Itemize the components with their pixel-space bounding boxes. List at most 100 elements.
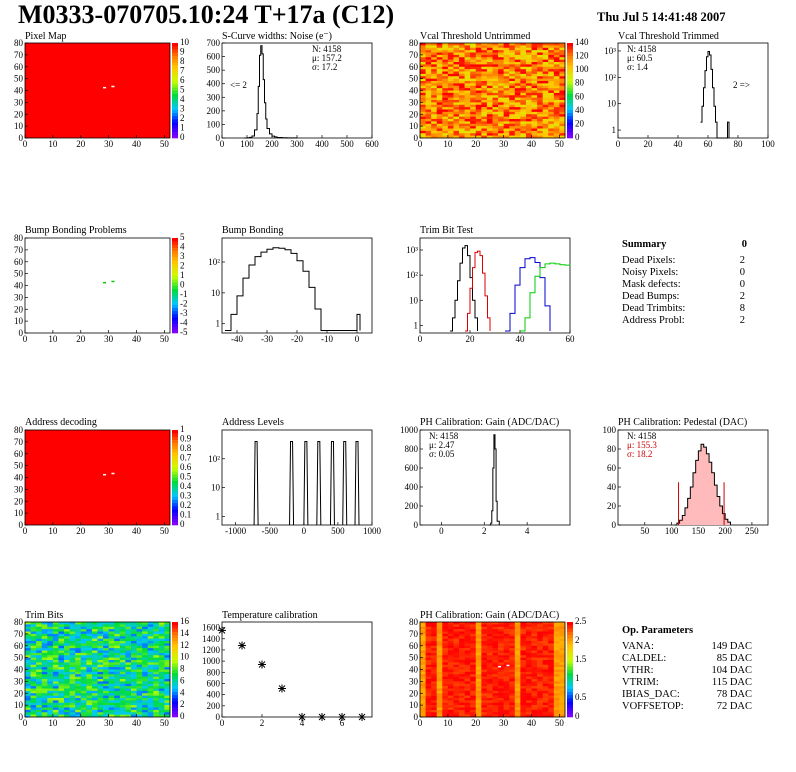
ph-gain: PH Calibration: Gain (ADC/DAC) 0 2 4 0 200 400… (400, 417, 571, 536)
trim-bits-cells (25, 622, 171, 718)
vcal-untrimmed-ytick-label: 40 (409, 86, 419, 96)
address-levels-ytick-label: 1 (216, 511, 221, 521)
summary-table-label: Dead Pixels: (622, 255, 675, 266)
bump-bonding-xtick-label: -30 (261, 334, 273, 344)
address-decoding-cells (25, 430, 170, 525)
vcal-trimmed-title: Vcal Threshold Trimmed (618, 31, 719, 42)
vcal-untrimmed-ytick-label: 80 (409, 38, 419, 48)
temperature-calibration-point (218, 626, 226, 635)
temperature-calibration-point (338, 713, 346, 721)
scurve-noise-ytick-label: 400 (207, 79, 221, 89)
ph-pedestal-ytick-label: 20 (607, 501, 617, 511)
scurve-noise-stat: σ: 17.2 (312, 62, 337, 72)
pixel-map-palette-label: 5 (180, 85, 185, 95)
ph-pedestal-stat: N: 4158 (627, 431, 657, 441)
temperature-calibration-ytick-label: 1400 (202, 634, 221, 644)
op-parameters-table-label: VANA: (622, 641, 654, 652)
vcal-trimmed-xtick-label: 0 (616, 139, 621, 149)
ph-gain-map-palette-label: 0.5 (575, 692, 587, 702)
temperature-calibration-point (278, 684, 286, 693)
ph-gain-map-ytick-label: 50 (409, 653, 419, 663)
address-decoding-xtick-label: 10 (48, 526, 58, 536)
scurve-noise-annotation: <= 2 (230, 80, 247, 90)
trim-bit-test-ytick-label: 1 (414, 320, 419, 330)
vcal-trimmed-ytick-label: 10² (604, 72, 616, 82)
op-parameters-table-label: VTRIM: (622, 677, 659, 688)
temperature-calibration-ytick-label: 400 (207, 690, 221, 700)
ph-pedestal: PH Calibration: Pedestal (DAC) 50 100 150 20… (603, 417, 769, 536)
temperature-calibration-ytick-label: 1000 (202, 656, 221, 666)
bump-bonding-xtick-label: -40 (231, 334, 243, 344)
vcal-trimmed-stat: N: 4158 (627, 44, 657, 54)
address-levels-xtick-label: 0 (302, 526, 307, 536)
pixel-map-palette-label: 2 (180, 113, 185, 123)
temperature-calibration-xtick-label: 2 (260, 718, 265, 728)
ph-pedestal-ytick-label: 60 (607, 463, 617, 473)
address-levels-peak (354, 440, 360, 526)
ph-gain-title: PH Calibration: Gain (ADC/DAC) (420, 417, 559, 428)
summary-table-label: Address Probl: (622, 315, 685, 326)
temperature-calibration-frame (221, 621, 373, 718)
vcal-trimmed-stat: μ: 60.5 (627, 53, 653, 63)
pixel-map-xtick-label: 40 (132, 139, 142, 149)
bump-bonding-problems-palette-label: -2 (180, 299, 188, 309)
op-parameters-table-value: 78 DAC (717, 689, 752, 700)
bump-bonding-problems-xtick-label: 50 (160, 334, 170, 344)
scurve-noise-ytick-label: 100 (207, 119, 221, 129)
trim-bits-xtick-label: 10 (48, 718, 58, 728)
ph-gain-map-xtick-label: 40 (527, 718, 537, 728)
ph-gain-map-ytick-label: 30 (409, 676, 419, 686)
bump-bonding-problems-palette-label: 1 (180, 270, 185, 280)
summary-table-total: 0 (742, 239, 747, 250)
bump-bonding-ytick-label: 1 (216, 319, 221, 329)
vcal-untrimmed-ytick-label: 50 (409, 74, 419, 84)
pixel-map-palette-label: 10 (180, 37, 190, 47)
trim-bits-ytick-label: 40 (14, 665, 24, 675)
pixel-map-palette-label: 6 (180, 75, 185, 85)
temperature-calibration-ytick-label: 200 (207, 701, 221, 711)
temperature-calibration-point (318, 713, 326, 721)
scurve-noise-ytick-label: 0 (216, 133, 221, 143)
vcal-trimmed-xtick-label: 100 (761, 139, 775, 149)
bump-bonding-problems-ytick-label: 20 (14, 304, 24, 314)
address-decoding-palette-label: 0.3 (180, 491, 192, 501)
trim-bits-ytick-label: 80 (14, 617, 24, 627)
bump-bonding-problems-xtick-label: 20 (76, 334, 86, 344)
op-parameters-table-label: VOFFSETOP: (622, 701, 684, 712)
summary-table-label: Mask defects: (622, 279, 681, 290)
ph-gain-ytick-label: 400 (405, 482, 419, 492)
ph-pedestal-xtick-label: 100 (665, 526, 679, 536)
vcal-untrimmed-palette-label: 80 (575, 78, 585, 88)
summary-table-value: 0 (740, 279, 745, 290)
ph-gain-map-hot-spot (498, 665, 502, 668)
ph-pedestal-xtick-label: 250 (745, 526, 759, 536)
pixel-map-ytick-label: 0 (19, 133, 24, 143)
bump-bonding-problems-ytick-label: 40 (14, 281, 24, 291)
address-decoding-palette-label: 0.1 (180, 510, 191, 520)
ph-gain-map-ytick-label: 70 (409, 629, 419, 639)
ph-gain-map: PH Calibration: Gain (ADC/DAC) 0 0.5 1 1.5 2 2… (409, 610, 587, 728)
pixel-map-palette-label: 8 (180, 56, 185, 66)
ph-gain-map-xtick-label: 50 (555, 718, 565, 728)
bump-bonding-problems-ytick-label: 50 (14, 269, 24, 279)
bump-bonding-problems-palette-label: 5 (180, 232, 185, 242)
pixel-map-xtick-label: 0 (23, 139, 28, 149)
trim-bits-palette-label: 12 (180, 640, 189, 650)
trim-bits-ytick-label: 70 (14, 629, 24, 639)
bump-bonding-problems-ytick-label: 0 (19, 328, 24, 338)
temperature-calibration-ytick-label: 600 (207, 678, 221, 688)
scurve-noise-stat: μ: 157.2 (312, 53, 342, 63)
ph-gain-ytick-label: 600 (405, 463, 419, 473)
summary-table-label: Dead Bumps: (622, 291, 680, 302)
op-parameters-table-value: 85 DAC (717, 653, 752, 664)
vcal-trimmed: Vcal Threshold Trimmed 0 20 40 60 80 100 1 10 10²… (604, 31, 775, 149)
vcal-trimmed-stat: σ: 1.4 (627, 62, 648, 72)
address-decoding-palette-label: 0.7 (180, 453, 192, 463)
bump-bonding-problems-ytick-label: 30 (14, 292, 24, 302)
vcal-untrimmed-xtick-label: 50 (555, 139, 565, 149)
trim-bit-test-xtick-label: 40 (516, 334, 526, 344)
ph-gain-map-xtick-label: 30 (499, 718, 509, 728)
trim-bits-xtick-label: 40 (132, 718, 142, 728)
temperature-calibration-xtick-label: 0 (220, 718, 225, 728)
ph-pedestal-area (674, 444, 731, 525)
